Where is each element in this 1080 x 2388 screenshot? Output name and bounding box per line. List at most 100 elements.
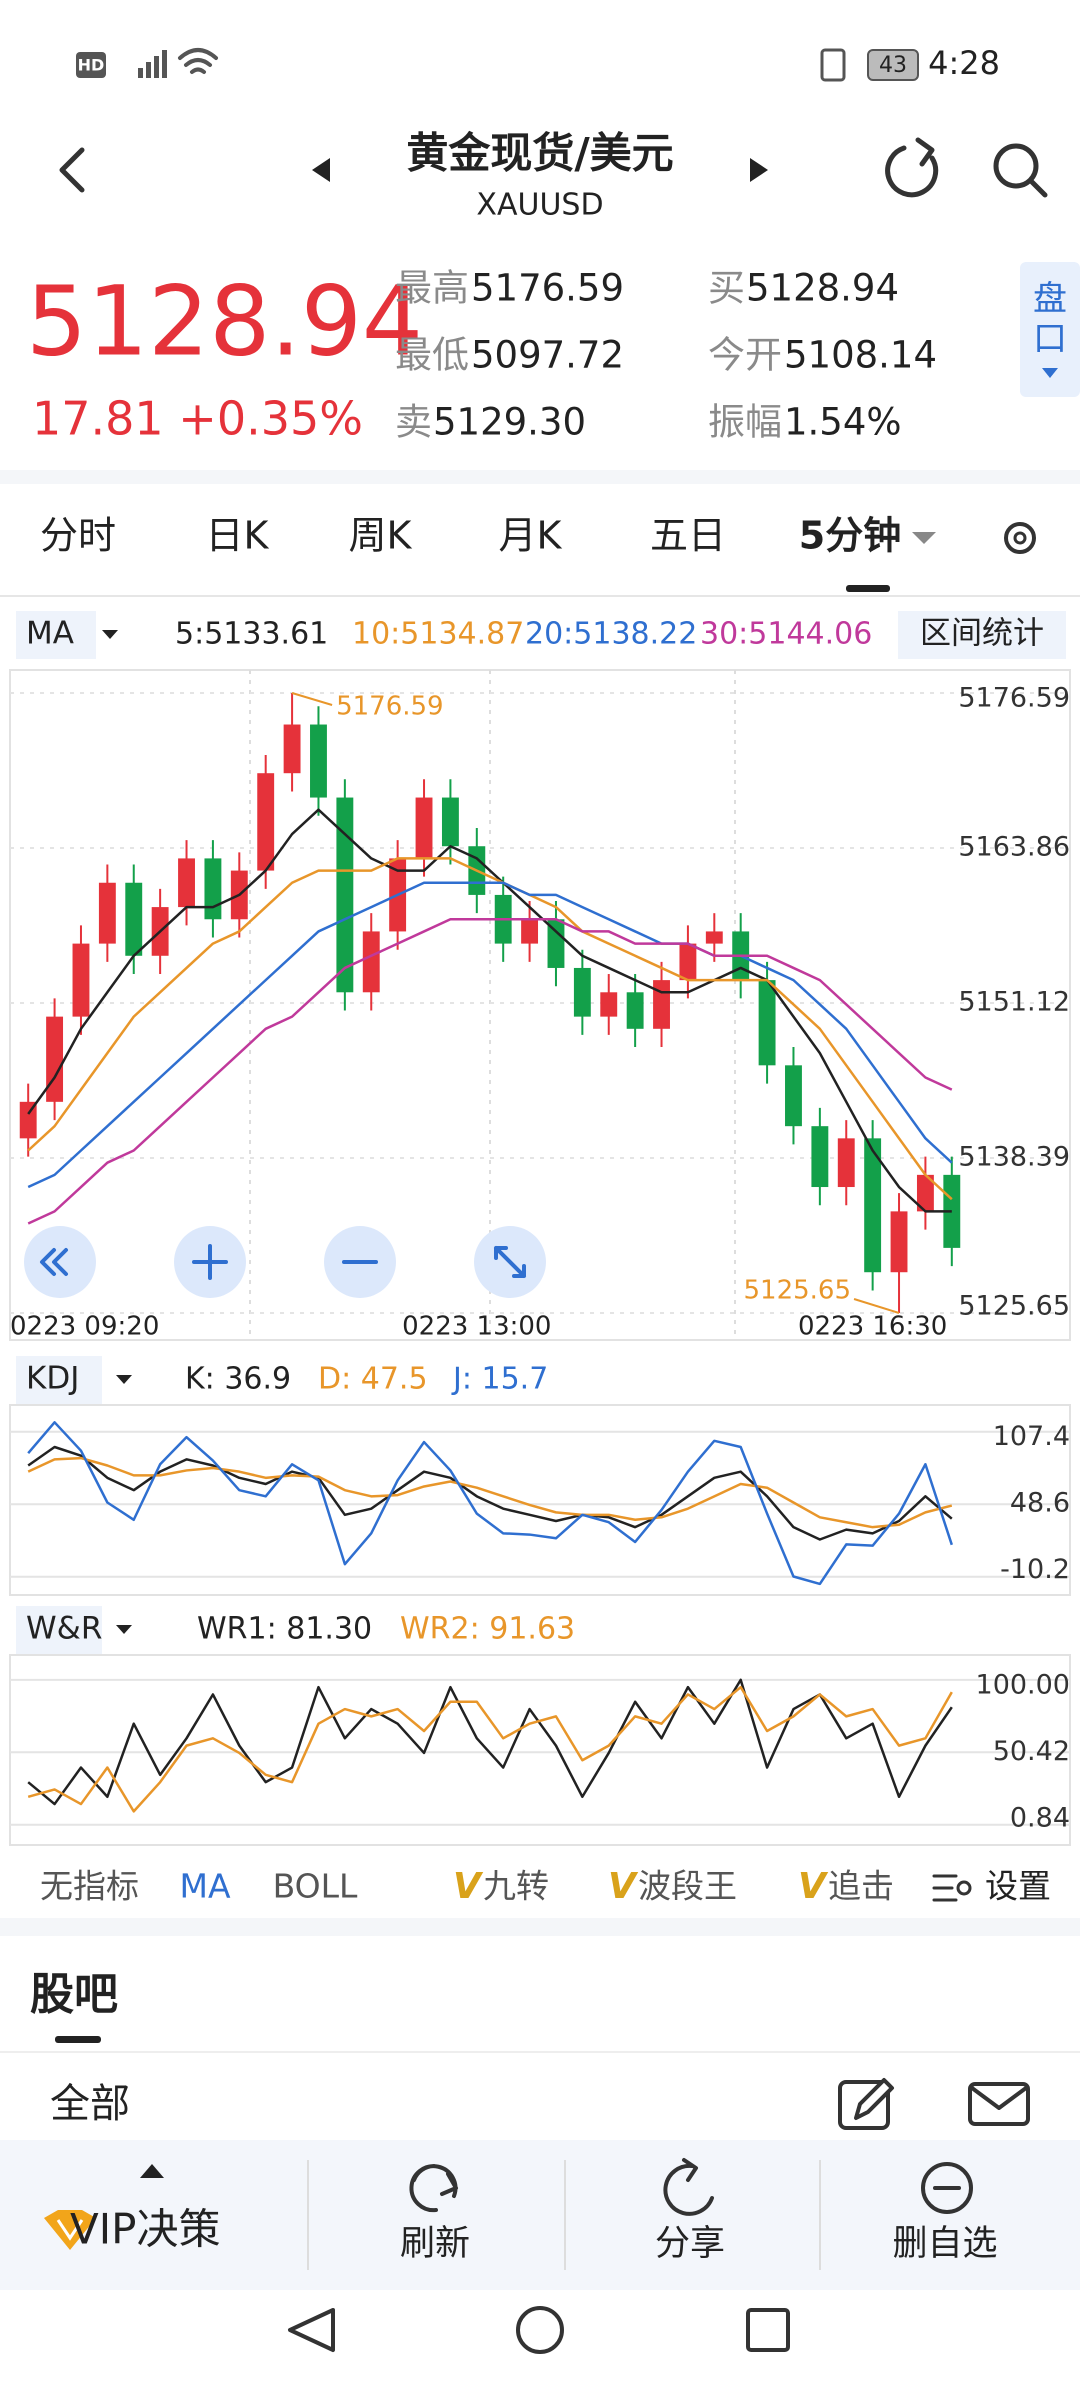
search-handle	[1028, 178, 1048, 198]
indicator-selector-bg[interactable]	[16, 1356, 102, 1404]
candle-body	[125, 882, 143, 956]
candle-body	[679, 943, 697, 981]
indicator-tab[interactable]: 追击	[828, 1867, 894, 1906]
back-button[interactable]	[59, 147, 85, 193]
legend-item: K: 36.9	[185, 1362, 291, 1397]
indicator-selector-bg[interactable]	[16, 611, 96, 659]
period-tab[interactable]: 日K	[206, 514, 270, 558]
remove-icon	[921, 2162, 973, 2214]
nav-home[interactable]	[516, 2306, 564, 2354]
y-tick-label: 5176.59	[958, 683, 1070, 714]
hd-badge	[76, 52, 106, 78]
vip-gem-shine	[56, 2219, 84, 2241]
indicator-selector[interactable]: KDJ	[26, 1361, 79, 1397]
settings-gear[interactable]	[1004, 522, 1036, 554]
period-tab[interactable]: 月K	[499, 514, 563, 558]
post-button[interactable]	[838, 2080, 890, 2130]
symbol: XAUUSD	[476, 188, 603, 223]
toolbar-item[interactable]: 删自选	[892, 2224, 997, 2264]
tab-underline	[846, 585, 890, 592]
candle-body	[257, 773, 275, 871]
refresh-button[interactable]	[885, 137, 939, 198]
indicator-tab[interactable]: 九转	[483, 1867, 549, 1906]
candle-body	[204, 858, 222, 920]
legend-item: 20:5138.22	[525, 617, 697, 652]
candle-body	[283, 724, 301, 774]
indicator-settings[interactable]: 设置	[985, 1867, 1051, 1906]
y-tick-label: 5163.86	[958, 831, 1070, 862]
series-line	[27, 1685, 953, 1813]
tab-dropdown	[912, 532, 936, 544]
nav-back[interactable]	[288, 2308, 335, 2352]
stat-value: 5176.59	[471, 267, 624, 310]
y-tick-label: 50.42	[993, 1736, 1070, 1767]
kdj-frame	[9, 1404, 1071, 1596]
stat-value: 5128.94	[746, 267, 899, 310]
candle-body	[46, 1016, 64, 1102]
x-tick-label: 0223 16:30	[798, 1312, 947, 1342]
prev-symbol[interactable]	[312, 158, 330, 182]
indicator-selector[interactable]: W&R	[26, 1611, 102, 1647]
high-marker	[291, 692, 333, 706]
indicator-tab[interactable]: MA	[179, 1867, 230, 1906]
candle-body	[547, 919, 565, 968]
range-stats-button[interactable]: 区间统计	[920, 616, 1044, 652]
side-tab-bg[interactable]	[1020, 262, 1080, 397]
candle-body	[705, 931, 723, 944]
range-stats-bg[interactable]	[898, 611, 1066, 659]
series-line	[27, 1445, 953, 1541]
vip-badge: V	[453, 1866, 484, 1907]
stat-label: 最高	[395, 267, 469, 310]
settings-icon-dot	[956, 1880, 972, 1896]
candle-body	[785, 1065, 802, 1127]
nav-recent[interactable]	[746, 2308, 790, 2352]
vip-gem	[44, 2210, 96, 2250]
x-tick-label: 0223 09:20	[10, 1312, 159, 1342]
fullscreen-icon	[494, 1246, 526, 1278]
divider	[0, 1918, 1080, 1936]
next-symbol[interactable]	[750, 158, 768, 182]
series-line	[27, 1678, 953, 1806]
divider	[0, 470, 1080, 484]
indicator-selector[interactable]: MA	[26, 616, 74, 652]
candle-body	[626, 992, 644, 1029]
candle-body	[415, 797, 433, 859]
period-tab[interactable]: 分时	[40, 514, 116, 558]
wifi-icon	[178, 48, 218, 74]
scroll-left-icon	[40, 1248, 68, 1276]
candle-body	[362, 931, 380, 993]
stat-value: 5108.14	[784, 334, 937, 377]
period-tab[interactable]: 五日	[650, 514, 726, 558]
battery-level: 43	[879, 53, 907, 78]
indicator-tab[interactable]: 无指标	[40, 1867, 139, 1906]
toolbar-item[interactable]: 分享	[655, 2224, 725, 2264]
toolbar-item[interactable]: VIP决策	[70, 2205, 220, 2254]
toolbar-item[interactable]: 刷新	[400, 2224, 470, 2264]
search-button[interactable]	[993, 143, 1039, 189]
legend-item: 30:5144.06	[700, 617, 872, 652]
period-tab[interactable]: 5分钟	[799, 514, 901, 558]
indicator-tabs: 无指标 MA BOLL V 九转 V 波段王 V 追击	[40, 1866, 894, 1907]
low-marker	[853, 1298, 900, 1314]
indicator-tab[interactable]: BOLL	[273, 1867, 358, 1906]
series-line	[27, 857, 953, 1201]
y-tick-label: 0.84	[1010, 1802, 1070, 1833]
indicator-selector-bg[interactable]	[16, 1606, 102, 1654]
stat-label: 最低	[395, 334, 469, 377]
candle-body	[19, 1101, 37, 1139]
indicator-tab[interactable]: 波段王	[638, 1867, 737, 1906]
message-button[interactable]	[968, 2082, 1030, 2126]
high-label: 5176.59	[336, 692, 444, 722]
selector-arrow	[102, 630, 118, 639]
series-line	[27, 1421, 953, 1586]
settings-gear-core	[1013, 531, 1027, 545]
scroll-left[interactable]	[24, 1226, 96, 1298]
community-filter[interactable]: 全部	[50, 2081, 130, 2127]
stat-value: 5129.30	[433, 401, 586, 444]
y-tick-label: -10.2	[1000, 1554, 1070, 1585]
y-tick-label: 5138.39	[958, 1141, 1070, 1172]
side-tab[interactable]: 盘口	[1033, 279, 1067, 359]
period-tab[interactable]: 周K	[349, 514, 413, 558]
